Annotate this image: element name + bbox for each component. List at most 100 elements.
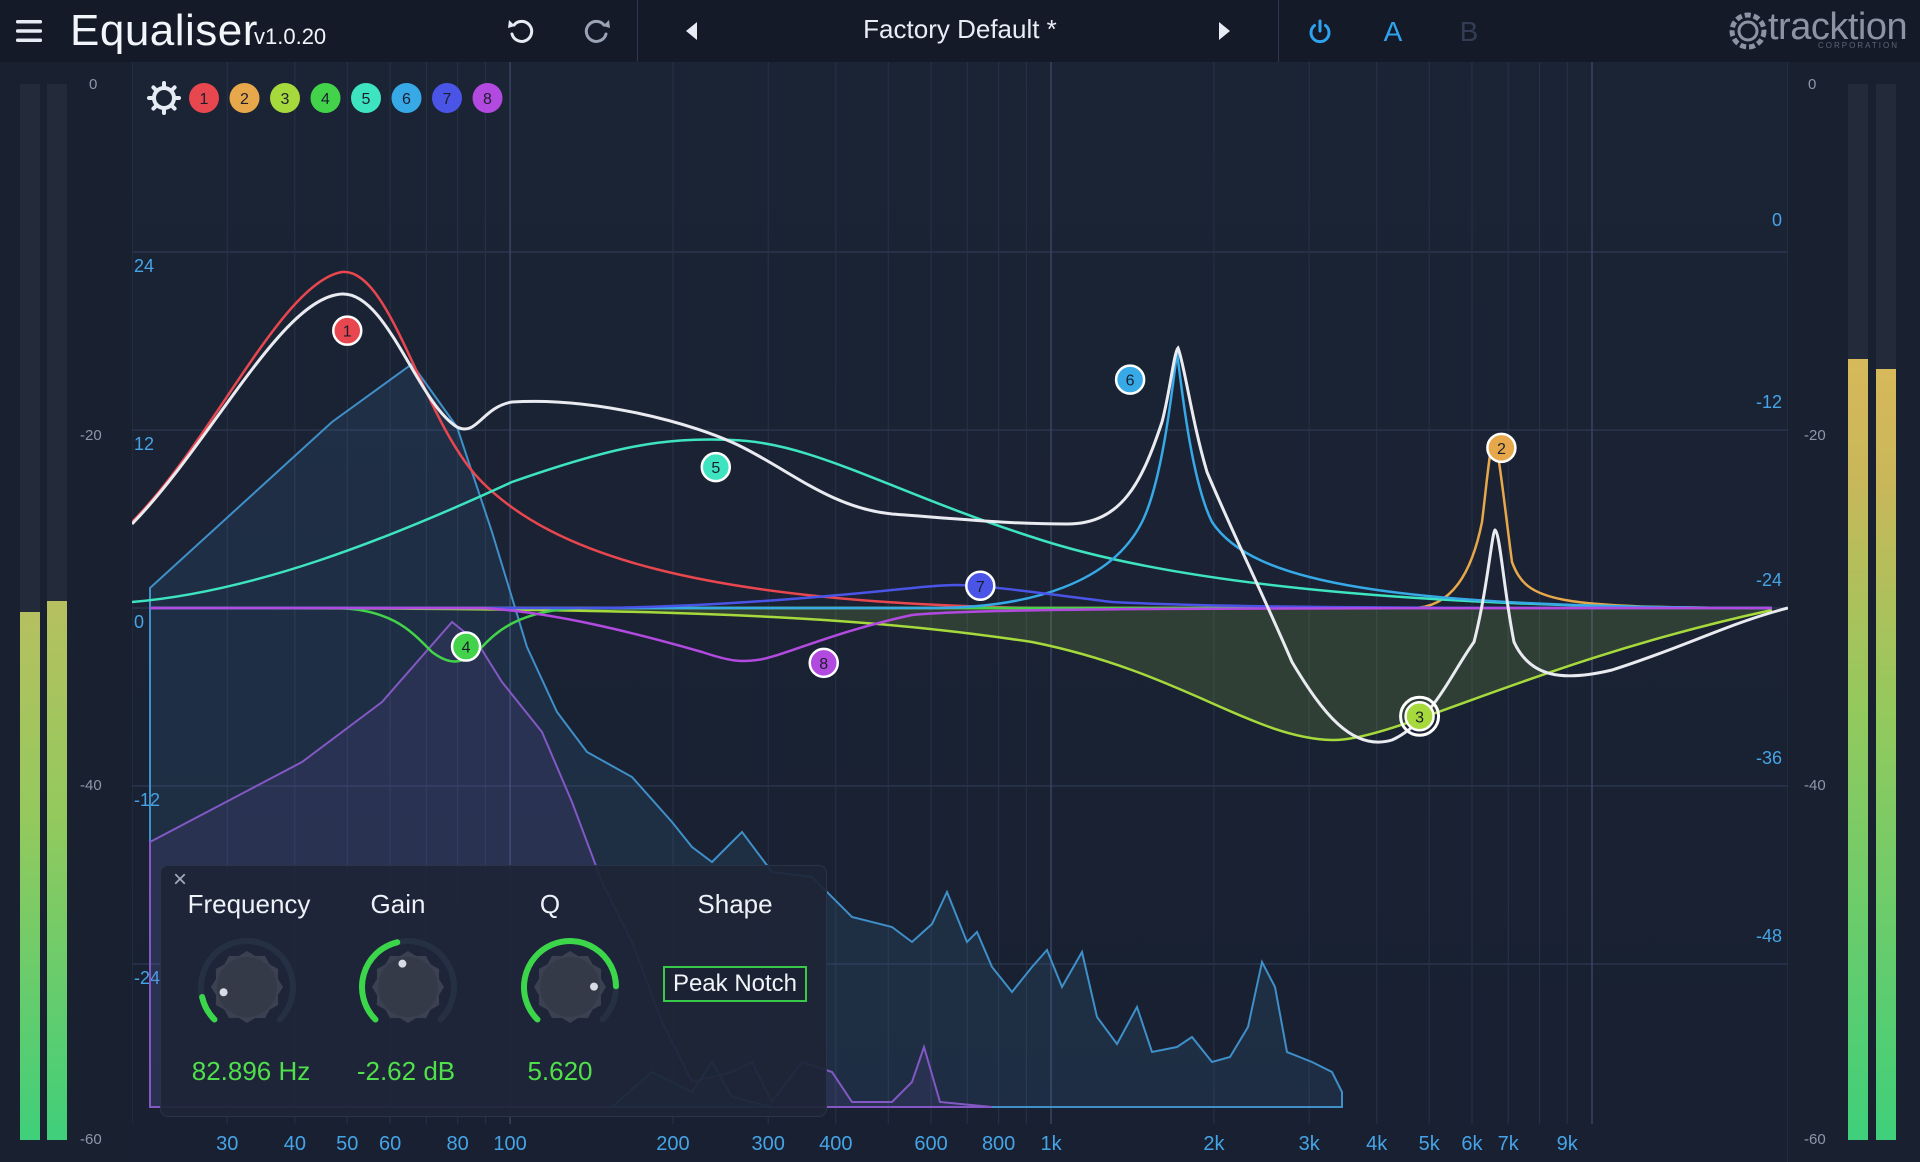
frequency-tick-label: 2k (1203, 1133, 1225, 1155)
frequency-tick-label: 1k (1040, 1133, 1062, 1155)
power-button[interactable] (1300, 12, 1340, 52)
svg-text:4: 4 (321, 91, 330, 108)
band-node-4[interactable]: 4 (450, 631, 482, 662)
frequency-tick-label: 7k (1498, 1133, 1520, 1155)
power-icon (1309, 19, 1331, 44)
q-knob[interactable] (517, 934, 623, 1040)
frequency-tick-label: 80 (447, 1133, 469, 1155)
band-6-curve (150, 351, 1773, 610)
band-4-curve (150, 606, 1772, 663)
previous-preset-button[interactable] (676, 12, 706, 50)
frequency-tick-label: 30 (216, 1133, 238, 1155)
gain-tick-label: -12 (134, 790, 160, 810)
tracktion-logo-icon (1729, 12, 1767, 50)
logo-text: tracktion (1768, 6, 1908, 48)
q-label: Q (539, 889, 561, 919)
meter-scale-label: -20 (1804, 427, 1826, 444)
menu-button[interactable] (10, 12, 48, 50)
frequency-tick-label: 400 (819, 1133, 852, 1155)
meter-fill (1848, 359, 1868, 1140)
triangle-right-icon (1219, 22, 1230, 40)
band-toolbar: 1 2 3 4 5 6 7 8 (147, 81, 503, 115)
meter-scale-label: -60 (1804, 1131, 1826, 1148)
frequency-tick-label: 300 (752, 1133, 785, 1155)
panel-close-button[interactable]: × (167, 866, 193, 894)
gain-tick-label: 0 (134, 612, 144, 632)
meter-channel-right (1876, 84, 1896, 1140)
band-node-1[interactable]: 1 (332, 315, 363, 346)
output-tick-label: -12 (1756, 392, 1782, 412)
band-curves (132, 270, 1788, 744)
meter-scale-label: -40 (1804, 777, 1826, 794)
frequency-knob[interactable] (194, 934, 300, 1040)
svg-text:2: 2 (240, 91, 249, 108)
svg-text:6: 6 (1126, 373, 1135, 390)
frequency-tick-label: 60 (379, 1133, 401, 1155)
meter-channel-left (20, 84, 40, 1140)
meter-scale-label: 0 (89, 76, 98, 93)
undo-icon (508, 19, 534, 43)
meter-channel-left (1848, 84, 1868, 1140)
q-value[interactable]: 5.620 (527, 1056, 593, 1086)
frequency-label: Frequency (187, 889, 311, 919)
svg-text:7: 7 (443, 91, 452, 108)
gain-knob[interactable] (355, 934, 461, 1040)
frequency-tick-label: 9k (1557, 1133, 1579, 1155)
meter-channel-right (47, 84, 67, 1140)
band-parameter-panel: × Frequency Gain Q Shape Peak Notch 82.8… (160, 865, 827, 1117)
band-node-3[interactable]: 3 (1399, 695, 1441, 737)
band-node-8[interactable]: 8 (808, 647, 839, 679)
header-divider (637, 0, 638, 62)
meter-scale-label: -60 (80, 1131, 102, 1148)
band-toggle-5[interactable]: 5 (351, 83, 381, 113)
band-node-7[interactable]: 7 (965, 570, 996, 602)
band-toggle-2[interactable]: 2 (229, 83, 260, 113)
frequency-tick-label: 6k (1461, 1133, 1483, 1155)
undo-button[interactable] (500, 10, 542, 52)
frequency-tick-label: 800 (982, 1133, 1015, 1155)
band-1-curve (132, 270, 1772, 610)
combined-response-curve[interactable] (132, 292, 1788, 744)
band-toggle-8[interactable]: 8 (472, 83, 503, 113)
frequency-tick-label: 3k (1299, 1133, 1321, 1155)
app-version: v1.0.20 (254, 24, 327, 49)
output-tick-label: -36 (1756, 748, 1782, 768)
output-tick-label: 0 (1772, 210, 1782, 230)
triangle-left-icon (686, 22, 697, 40)
band-toggle-7[interactable]: 7 (432, 83, 462, 113)
frequency-tick-label: 200 (656, 1133, 689, 1155)
svg-text:1: 1 (200, 91, 209, 108)
band-node-5[interactable]: 5 (700, 451, 732, 483)
band-toggle-6[interactable]: 6 (391, 83, 422, 113)
frequency-tick-label: 100 (493, 1133, 526, 1155)
meter-scale-label: 0 (1808, 76, 1817, 93)
redo-icon (584, 19, 610, 43)
svg-text:1: 1 (343, 324, 352, 341)
shape-select[interactable]: Peak Notch (663, 966, 807, 1002)
logo-subtext: CORPORATION (1818, 41, 1899, 50)
gear-icon (147, 81, 181, 115)
meter-fill (1876, 369, 1896, 1140)
svg-text:3: 3 (281, 91, 290, 108)
gain-value[interactable]: -2.62 dB (356, 1056, 456, 1086)
gain-tick-label: 24 (134, 256, 154, 276)
band-toggle-4[interactable]: 4 (310, 83, 341, 113)
band-toggle-1[interactable]: 1 (189, 83, 219, 113)
ab-b-button[interactable]: B (1459, 16, 1479, 47)
meter-scale-label: -40 (80, 777, 102, 794)
output-level-meter: 0 -20 -40 -60 (1788, 62, 1920, 1162)
meter-fill (47, 601, 67, 1140)
frequency-tick-label: 40 (284, 1133, 306, 1155)
redo-button[interactable] (576, 10, 618, 52)
band-toggle-3[interactable]: 3 (270, 83, 300, 113)
band-3-fill (150, 608, 1772, 741)
ab-a-button[interactable]: A (1383, 16, 1403, 47)
preset-name[interactable]: Factory Default * (863, 14, 1057, 44)
svg-text:3: 3 (1415, 709, 1424, 726)
svg-text:4: 4 (462, 640, 471, 657)
next-preset-button[interactable] (1210, 12, 1240, 50)
band-node-6[interactable]: 6 (1114, 364, 1146, 395)
frequency-value[interactable]: 82.896 Hz (191, 1056, 311, 1086)
band-node-2[interactable]: 2 (1486, 432, 1517, 464)
settings-button[interactable] (147, 81, 181, 115)
